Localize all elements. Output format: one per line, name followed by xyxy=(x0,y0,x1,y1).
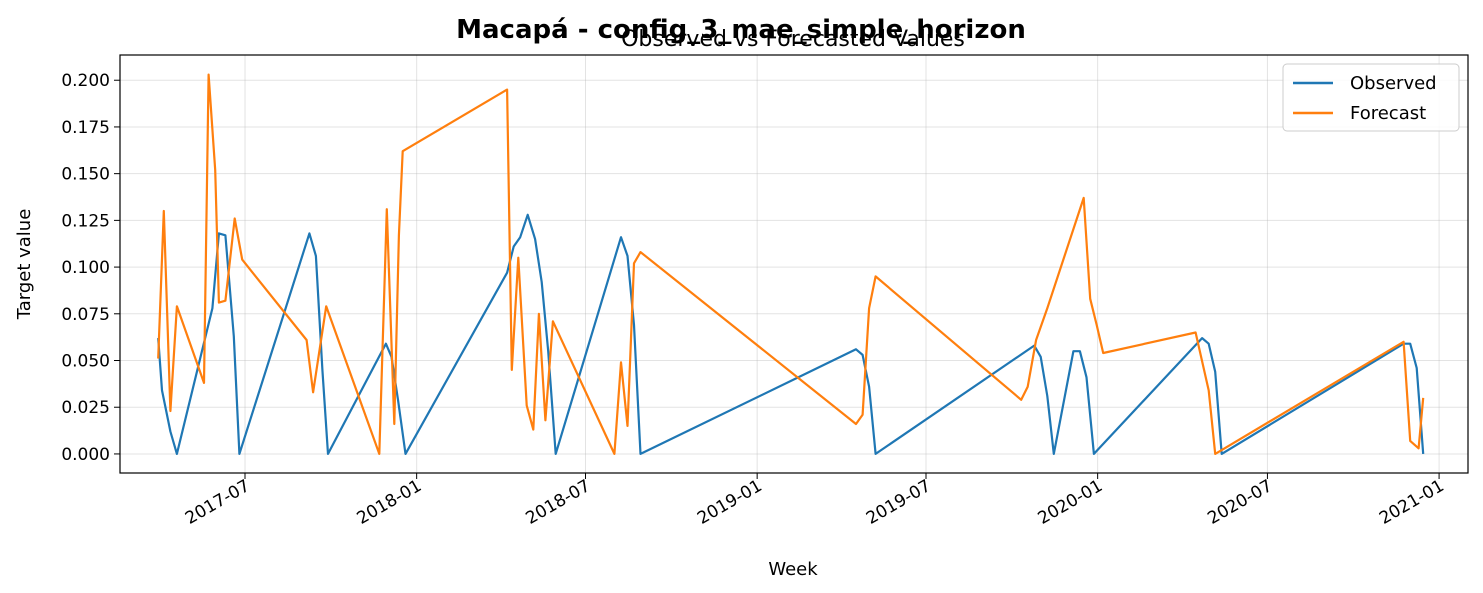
y-tick-label: 0.100 xyxy=(61,258,110,278)
x-tick-label: 2019-01 xyxy=(694,476,766,529)
y-tick-label: 0.050 xyxy=(61,352,110,372)
figure-suptitle: Macapá - config_3_mae_simple_horizon xyxy=(456,15,1026,45)
series-line-forecast xyxy=(157,73,1425,455)
series-line-observed xyxy=(157,213,1425,455)
x-tick-label: 2021-01 xyxy=(1376,476,1448,529)
chart-title: Observed vs Forecasted Values xyxy=(621,27,965,52)
y-tick-label: 0.000 xyxy=(61,445,110,465)
legend-label-forecast: Forecast xyxy=(1350,103,1426,124)
y-axis-label: Target value xyxy=(14,209,35,321)
y-tick-label: 0.175 xyxy=(61,118,110,138)
x-tick-label: 2018-07 xyxy=(522,476,594,529)
y-tick-label: 0.025 xyxy=(61,398,110,418)
legend-label-observed: Observed xyxy=(1350,73,1437,94)
series-layer xyxy=(157,73,1425,455)
y-tick-label: 0.075 xyxy=(61,305,110,325)
x-tick-label: 2020-07 xyxy=(1204,476,1276,529)
y-tick-label: 0.150 xyxy=(61,165,110,185)
x-tick-label: 2020-01 xyxy=(1035,476,1107,529)
x-tick-label: 2018-01 xyxy=(354,476,426,529)
x-axis-ticks: 2017-07 2018-01 2018-07 2019-01 2019-07 2020-… xyxy=(182,473,1448,529)
x-axis-label: Week xyxy=(768,559,818,580)
x-tick-label: 2017-07 xyxy=(182,476,254,529)
grid-lines xyxy=(120,55,1468,473)
plot-frame xyxy=(119,54,1469,474)
y-tick-label: 0.125 xyxy=(61,211,110,231)
y-tick-label: 0.200 xyxy=(61,71,110,91)
legend: Observed Forecast xyxy=(1282,63,1460,132)
y-axis-ticks: 0.000 0.025 0.050 0.075 0.100 0.125 0.150 0.175… xyxy=(61,71,120,465)
x-tick-label: 2019-07 xyxy=(863,476,935,529)
